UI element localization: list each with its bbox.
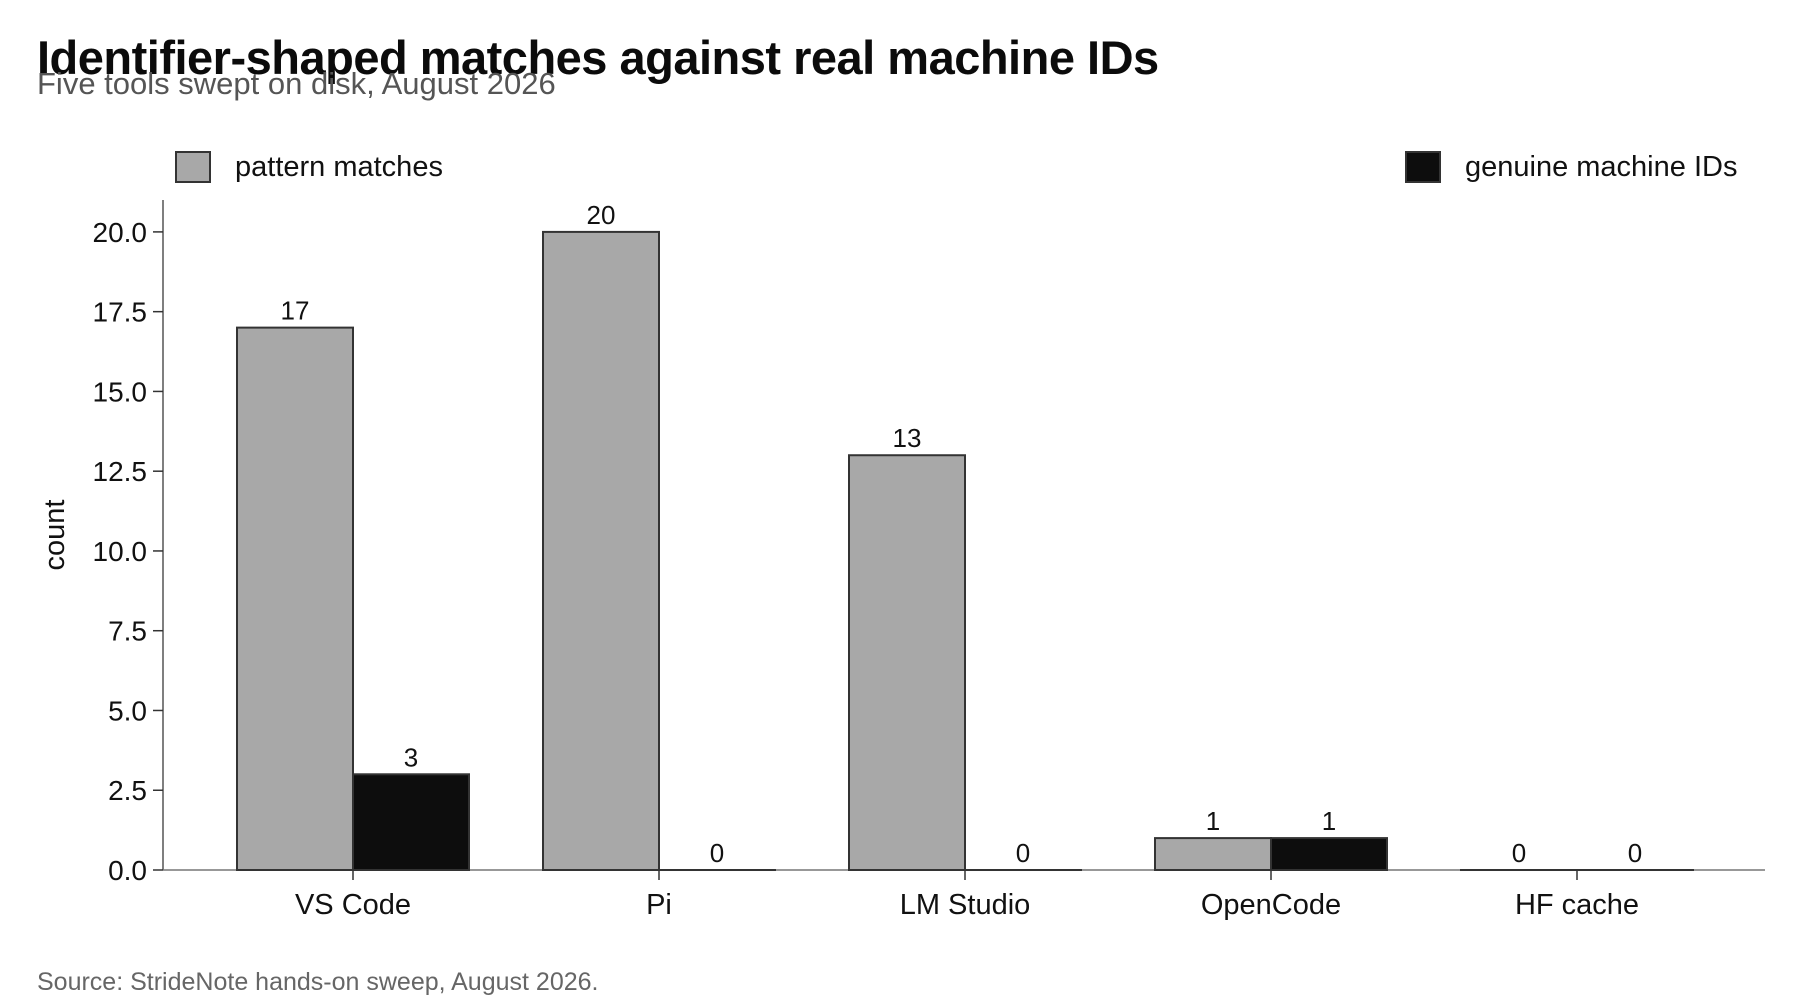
data-label: 1 — [1206, 806, 1220, 836]
source-note: Source: StrideNote hands-on sweep, Augus… — [37, 968, 599, 996]
data-label: 13 — [893, 423, 922, 453]
chart-axes: 0.0 2.5 5.0 7.5 10.0 12.5 15.0 17.5 20.0 VS Code P… — [39, 200, 1765, 921]
chart-data-labels: 17 3 20 0 13 0 1 1 0 0 — [281, 200, 1643, 868]
data-label: 0 — [710, 838, 724, 868]
bar-genuine-machine-ids-0 — [352, 773, 470, 871]
y-tick-label: 5.0 — [108, 695, 147, 726]
y-tick-label: 15.0 — [93, 376, 148, 407]
y-axis-label: count — [39, 500, 71, 571]
x-tick-label: OpenCode — [1201, 889, 1341, 921]
bar-pattern-matches-0 — [236, 326, 354, 872]
y-tick-label: 10.0 — [93, 536, 148, 567]
chart-subtitle: Five tools swept on disk, August 2026 — [37, 66, 556, 101]
legend-swatch-genuine-machine-ids — [1405, 151, 1441, 183]
chart-bars — [236, 230, 1694, 872]
chart-title: Identifier-shaped matches against real m… — [37, 31, 1159, 84]
y-tick-label: 7.5 — [108, 616, 147, 647]
legend-swatch-pattern-matches — [175, 151, 211, 183]
data-label: 3 — [404, 742, 418, 772]
x-tick-label: HF cache — [1515, 889, 1639, 921]
data-label: 0 — [1016, 838, 1030, 868]
legend-label-pattern-matches: pattern matches — [235, 151, 443, 183]
data-label: 17 — [281, 296, 310, 326]
data-label: 20 — [587, 200, 616, 230]
x-tick-label: LM Studio — [900, 889, 1031, 921]
x-tick-label: Pi — [646, 889, 672, 921]
data-label: 1 — [1322, 806, 1336, 836]
y-tick-label: 20.0 — [93, 217, 148, 248]
bar-pattern-matches-2 — [848, 454, 966, 871]
y-tick-label: 0.0 — [108, 855, 147, 886]
bar-pattern-matches-3 — [1154, 837, 1272, 871]
y-tick-label: 17.5 — [93, 297, 148, 328]
legend-label-genuine-machine-ids: genuine machine IDs — [1465, 151, 1737, 183]
data-label: 0 — [1628, 838, 1642, 868]
bar-genuine-machine-ids-3 — [1270, 837, 1388, 871]
chart-legend: pattern matches genuine machine IDs — [175, 151, 1737, 183]
data-label: 0 — [1512, 838, 1526, 868]
x-tick-label: VS Code — [295, 889, 411, 921]
y-tick-label: 12.5 — [93, 456, 148, 487]
bar-pattern-matches-1 — [542, 230, 660, 871]
y-tick-label: 2.5 — [108, 775, 147, 806]
